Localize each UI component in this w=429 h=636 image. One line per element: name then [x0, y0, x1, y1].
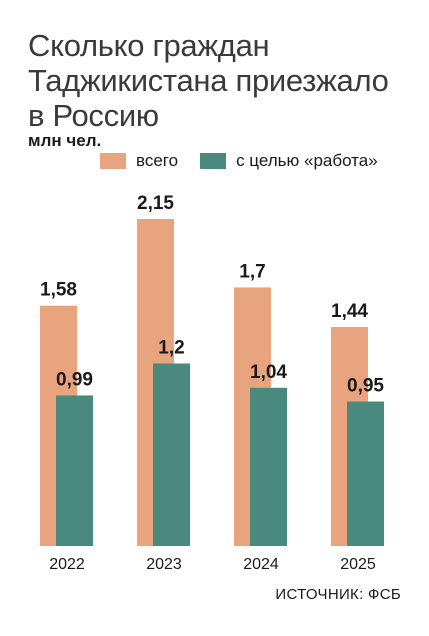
chart-title: Сколько граждан Таджикистана приезжало в…: [28, 28, 408, 133]
bar-work-2024: [250, 387, 287, 546]
title-line-3: в Россию: [28, 98, 159, 133]
value-labels-group: 1,58 0,99 2,15 1,2 1,7 1,04 1,44 0,95: [40, 193, 384, 397]
value-label-total-2025: 1,44: [331, 301, 368, 322]
x-tick-2025: 2025: [340, 556, 376, 573]
legend-swatch-total: [100, 153, 126, 169]
value-label-work-2022: 0,99: [56, 369, 93, 390]
title-line-2: Таджикистана приезжало: [28, 63, 389, 98]
legend-label-total: всего: [136, 151, 179, 170]
x-tick-labels-group: 2022 2023 2024 2025: [49, 556, 376, 573]
x-tick-2023: 2023: [146, 556, 182, 573]
bars-group: [40, 219, 384, 546]
value-label-work-2023: 1,2: [158, 337, 184, 358]
bar-work-2025: [347, 401, 384, 546]
legend-item-work: с целью «работа»: [200, 151, 378, 171]
x-tick-2022: 2022: [49, 556, 85, 573]
value-label-total-2023: 2,15: [137, 193, 174, 214]
legend-item-total: всего: [100, 151, 178, 171]
title-line-1: Сколько граждан: [28, 28, 270, 63]
x-tick-2024: 2024: [243, 556, 279, 573]
bar-work-2023: [153, 363, 190, 546]
source-note: ИСТОЧНИК: ФСБ: [275, 586, 401, 603]
value-label-total-2024: 1,7: [239, 261, 265, 282]
unit-label: млн чел.: [28, 131, 102, 150]
value-label-work-2025: 0,95: [347, 376, 384, 397]
legend-swatch-work: [200, 153, 227, 169]
bar-work-2022: [56, 395, 93, 546]
legend: всего с целью «работа»: [100, 151, 400, 171]
value-label-total-2022: 1,58: [40, 280, 77, 301]
value-label-work-2024: 1,04: [250, 362, 287, 383]
legend-label-work: с целью «работа»: [236, 151, 378, 170]
